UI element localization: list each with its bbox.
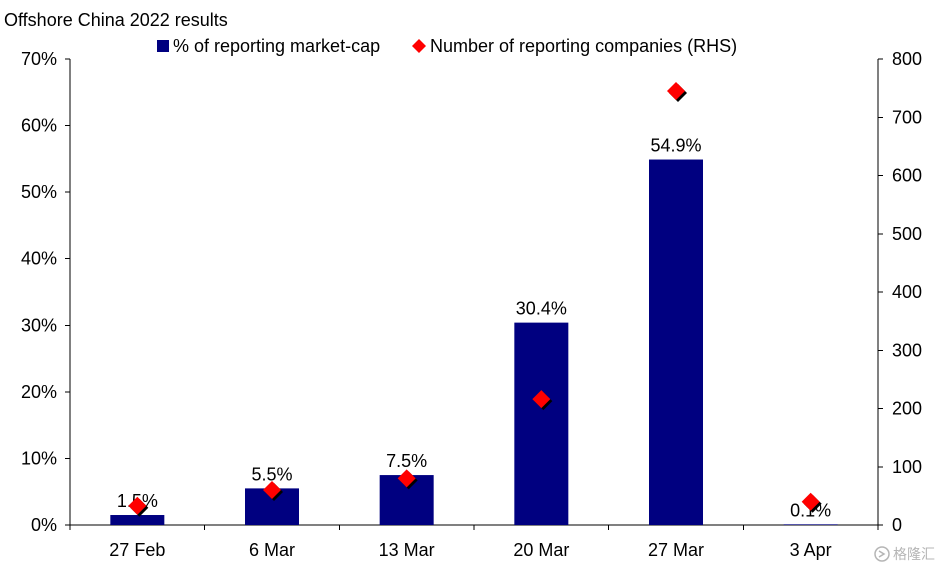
company-count-marker [128, 496, 147, 515]
watermark: 格隆汇 [874, 546, 935, 563]
y-right-tick-label: 800 [892, 49, 922, 69]
company-count-marker [532, 390, 551, 409]
y-right-tick-label: 300 [892, 340, 922, 360]
legend-swatch-market-cap [157, 40, 169, 52]
x-tick-label: 27 Mar [648, 540, 704, 560]
bar-data-label: 5.5% [251, 464, 292, 484]
y-right-tick-label: 400 [892, 282, 922, 302]
y-left-tick-label: 20% [21, 382, 57, 402]
y-left-tick-label: 0% [31, 515, 57, 535]
x-tick-label: 27 Feb [109, 540, 165, 560]
legend-swatch-companies [412, 39, 426, 53]
markers [128, 82, 822, 517]
y-left-tick-label: 10% [21, 448, 57, 468]
legend-label-market-cap: % of reporting market-cap [173, 36, 380, 56]
y-left-tick-label: 50% [21, 182, 57, 202]
company-count-marker [801, 492, 820, 511]
bar [783, 524, 838, 525]
legend: % of reporting market-cap Number of repo… [157, 36, 737, 56]
y-right-tick-label: 100 [892, 457, 922, 477]
chart-title: Offshore China 2022 results [4, 10, 228, 30]
y-right-tick-label: 0 [892, 515, 902, 535]
axes: 0% 10% 20% 30% 40% 50% 60% 70% 0 100 200 300 400 500 6… [21, 49, 922, 560]
y-right-tick-label: 600 [892, 166, 922, 186]
y-left-tick-label: 70% [21, 49, 57, 69]
bar-data-label: 30.4% [516, 299, 567, 319]
x-tick-label: 13 Mar [379, 540, 435, 560]
bar [649, 159, 703, 525]
legend-label-companies: Number of reporting companies (RHS) [430, 36, 737, 56]
x-tick-label: 20 Mar [513, 540, 569, 560]
y-right-tick-label: 200 [892, 399, 922, 419]
y-left-tick-label: 60% [21, 116, 57, 136]
bar-data-label: 54.9% [650, 136, 701, 156]
bars [110, 159, 838, 525]
bar-labels: 1.5%5.5%7.5%30.4%54.9%0.1% [117, 136, 831, 521]
y-left-tick-label: 40% [21, 249, 57, 269]
company-count-marker [263, 481, 281, 500]
x-tick-label: 3 Apr [790, 540, 832, 560]
bar-data-label: 7.5% [386, 451, 427, 471]
watermark-text: 格隆汇 [893, 547, 935, 563]
company-count-marker [397, 469, 416, 488]
bar [110, 515, 165, 525]
company-count-marker [667, 82, 685, 101]
bar [514, 322, 569, 525]
y-right-tick-label: 700 [892, 107, 922, 127]
y-right-tick-label: 500 [892, 224, 922, 244]
y-left-tick-label: 30% [21, 315, 57, 335]
watermark-logo-icon [874, 546, 890, 562]
x-tick-label: 6 Mar [249, 540, 295, 560]
